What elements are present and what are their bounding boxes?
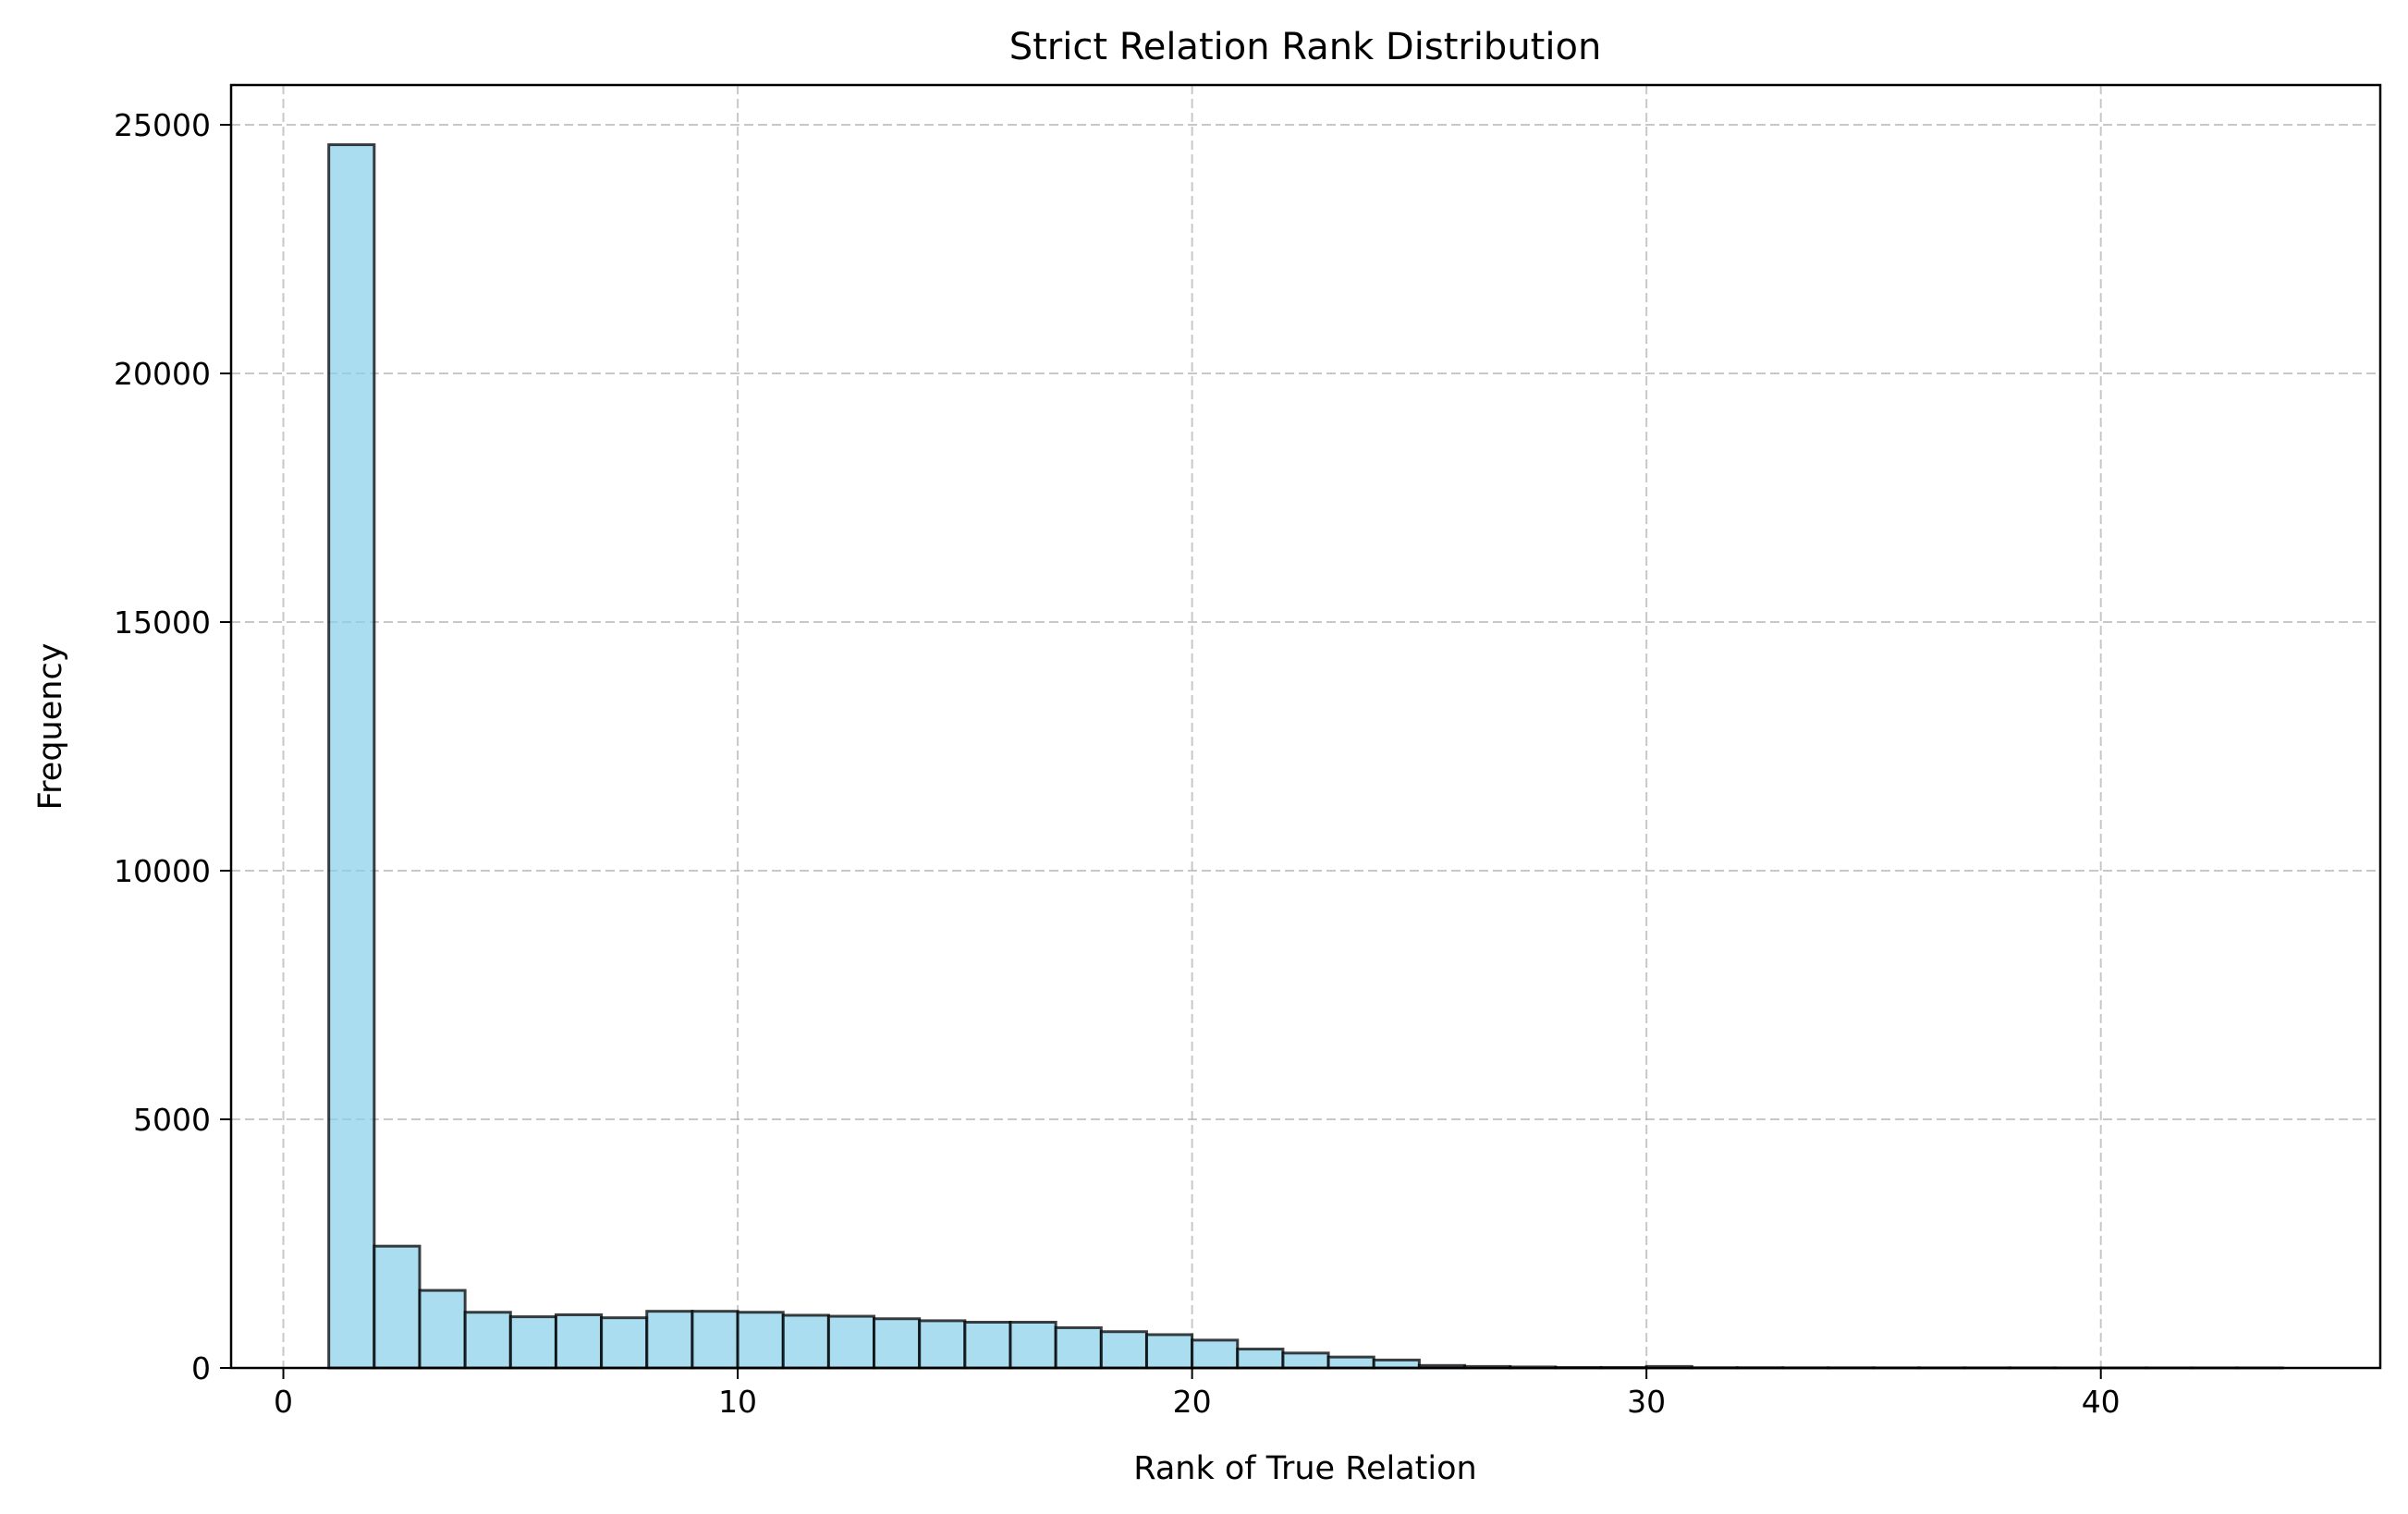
histogram-bar xyxy=(1054,1325,1103,1370)
bars-layer xyxy=(327,143,2284,1370)
histogram-bar xyxy=(691,1310,740,1370)
histogram-bar xyxy=(1236,1348,1285,1370)
histogram-bar xyxy=(1144,1333,1194,1370)
y-tick-label: 10000 xyxy=(114,853,211,889)
histogram-bar xyxy=(1281,1351,1330,1370)
x-tick-label: 20 xyxy=(1173,1384,1212,1420)
histogram-bar xyxy=(373,1244,422,1370)
chart-title: Strict Relation Rank Distribution xyxy=(1009,26,1602,68)
histogram-bar xyxy=(327,143,376,1370)
histogram-bar xyxy=(463,1311,512,1370)
histogram-bar xyxy=(781,1313,830,1370)
plot-frame xyxy=(229,83,2382,1370)
y-axis-label: Frequency xyxy=(32,643,69,811)
x-tick-label: 10 xyxy=(718,1384,757,1420)
y-tick-label: 20000 xyxy=(114,356,211,392)
histogram-bar xyxy=(645,1310,694,1370)
histogram-bar xyxy=(873,1317,922,1370)
x-tick-label: 40 xyxy=(2082,1384,2121,1420)
histogram-bar xyxy=(736,1311,785,1370)
histogram-bar xyxy=(826,1314,876,1370)
y-tick-label: 25000 xyxy=(114,107,211,143)
grid-layer xyxy=(231,85,2380,1369)
x-axis-label: Rank of True Relation xyxy=(1133,1450,1476,1487)
histogram-bar xyxy=(418,1288,467,1370)
histogram-bar xyxy=(1372,1358,1421,1370)
y-tick-label: 5000 xyxy=(133,1102,211,1138)
histogram-bar xyxy=(554,1313,604,1370)
histogram-bar xyxy=(508,1315,557,1370)
ticks-layer: 0 10 20 30 40 0 5000 10000 15000 20000 25000 xyxy=(114,107,2121,1420)
y-tick-label: 0 xyxy=(191,1350,211,1386)
histogram-bar xyxy=(1099,1330,1148,1370)
histogram-bar xyxy=(963,1321,1012,1370)
y-tick-label: 15000 xyxy=(114,604,211,641)
histogram-bar xyxy=(1326,1355,1375,1370)
histogram-bar xyxy=(918,1319,967,1370)
histogram-bar xyxy=(1008,1321,1057,1370)
x-tick-label: 0 xyxy=(274,1384,293,1420)
histogram-bar xyxy=(600,1316,649,1370)
x-tick-label: 30 xyxy=(1627,1384,1666,1420)
histogram-bar xyxy=(1191,1338,1240,1370)
